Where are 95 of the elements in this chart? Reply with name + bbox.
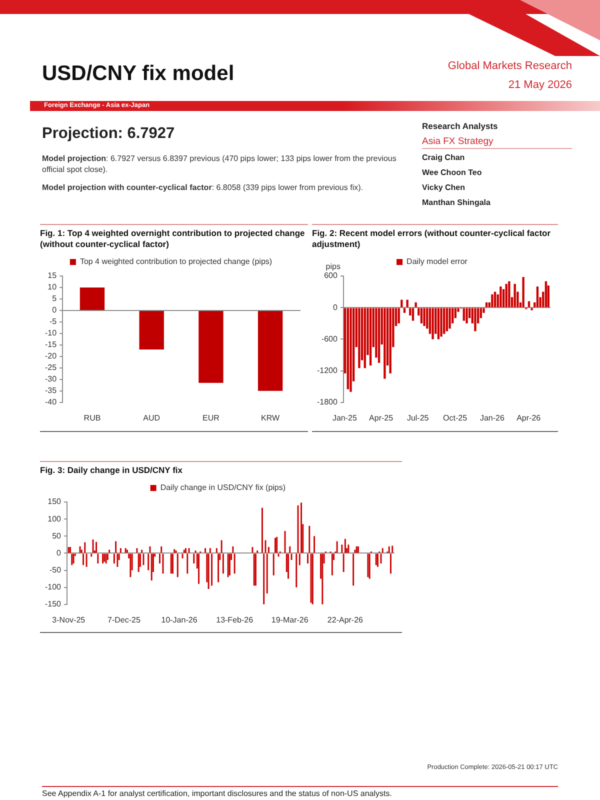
y-tick-label: -1200 [316,366,338,376]
y-tick-label: -5 [49,317,58,326]
bar [446,308,448,332]
bar [514,284,516,308]
text: Research Analysts [422,121,498,131]
chart-title: Fig. 3: Daily change in USD/CNY fix [40,465,184,476]
y-tick-label: -15 [45,340,58,350]
bar [358,308,360,368]
legend-label: Daily model error [406,257,468,266]
text: Projection: 6.7927 [42,125,175,143]
y-tick-label: -40 [45,398,58,407]
bar [346,308,349,390]
bar [414,302,417,308]
x-tick-label: 7-Dec-25 [107,615,141,624]
x-tick-label: AUD [143,413,160,422]
y-tick-label: 0 [333,302,338,312]
bar [494,292,496,308]
text: Asia FX Strategy [422,136,494,147]
x-tick-label: KRW [261,413,280,422]
text: Wee Choon Teo [422,168,482,177]
bar [398,308,400,324]
y-tick-label: 100 [48,514,62,524]
y-tick-label: 10 [48,282,58,292]
bar [369,308,372,366]
y-tick-label: -30 [45,374,58,384]
bar [423,308,426,326]
text: Model projection: 6.7927 versus 6.8397 previous (470 pips lower; 133 pips lower from the previous official spot close). [42,154,396,174]
bar [536,286,539,308]
y-tick-label: -150 [44,600,62,609]
y-tick-label: 15 [48,271,58,280]
bar [448,308,451,329]
text: Global Markets Research [448,60,572,72]
y-tick-label: -50 [49,565,62,574]
legend-label: Top 4 weighted contribution to projected change (pips) [80,257,272,266]
bar [364,308,366,368]
text: See Appendix A-1 for analyst certification, important disclosures and the status of non-US analysts. [42,789,392,798]
y-tick-label: 0 [56,548,62,558]
y-tick-label: -600 [321,334,338,344]
y-tick-label: -35 [45,386,58,396]
text: Manthan Shingala [422,198,490,207]
x-tick-label: Jan-25 [332,413,358,422]
y-tick-label: 150 [48,497,62,506]
x-tick-label: 19-Mar-26 [271,615,309,624]
text: USD/CNY fix model [42,62,234,86]
text: Model projection with counter-cyclical factor: 6.8058 (339 pips lower from previous fix). [42,183,363,192]
y-tick-label: 0 [52,306,58,315]
bar [522,277,524,308]
y-tick-label: -25 [45,363,58,372]
x-tick-label: Jul-25 [406,413,430,422]
bar [403,308,406,313]
bar [443,308,446,334]
bar [505,284,508,308]
x-tick-label: Apr-25 [369,413,394,422]
y-tick-label: -100 [44,582,62,592]
y-tick-label: 50 [52,531,62,540]
x-tick-label: Jan-26 [480,413,505,422]
bar [420,308,423,324]
chart-title: Fig. 1: Top 4 weighted overnight contribution to projected change (without counter-cyclical factor) [40,228,306,249]
bar [432,308,434,340]
x-tick-label: 13-Feb-26 [216,615,254,624]
x-tick-label: 22-Apr-26 [327,615,364,624]
bar [350,308,352,392]
bar [400,300,403,308]
bar [440,308,442,337]
y-tick-label: -1800 [316,398,338,407]
bar [462,308,465,321]
bar [437,308,440,340]
legend-label: Daily change in USD/CNY fix (pips) [160,483,286,492]
bar [474,308,476,332]
x-tick-label: RUB [84,413,101,422]
text: Craig Chan [422,153,465,162]
bar [508,281,510,308]
bar [547,285,550,308]
bar [466,308,468,324]
y-tick-label: 5 [52,294,58,304]
x-tick-label: Oct-25 [443,413,468,422]
y-tick-label: -20 [45,352,58,361]
y-tick-label: -10 [45,328,58,338]
bar [544,281,548,308]
x-tick-label: 10-Jan-26 [161,615,198,624]
text: Vicky Chen [422,183,465,192]
bar [491,294,494,308]
bar [389,308,392,374]
x-tick-label: Apr-26 [516,413,542,422]
bar [384,308,386,379]
bar [412,308,414,321]
chart-title: Fig. 2: Recent model errors (without counter-cyclical factor adjustment) [312,228,552,249]
text: 21 May 2026 [508,79,572,91]
bar [406,300,408,308]
bar [378,308,380,363]
y-axis-title: pips [326,262,340,272]
x-tick-label: 3-Nov-25 [52,615,86,624]
x-tick-label: EUR [202,413,220,422]
bar [500,286,502,308]
y-tick-label: 600 [324,271,338,280]
